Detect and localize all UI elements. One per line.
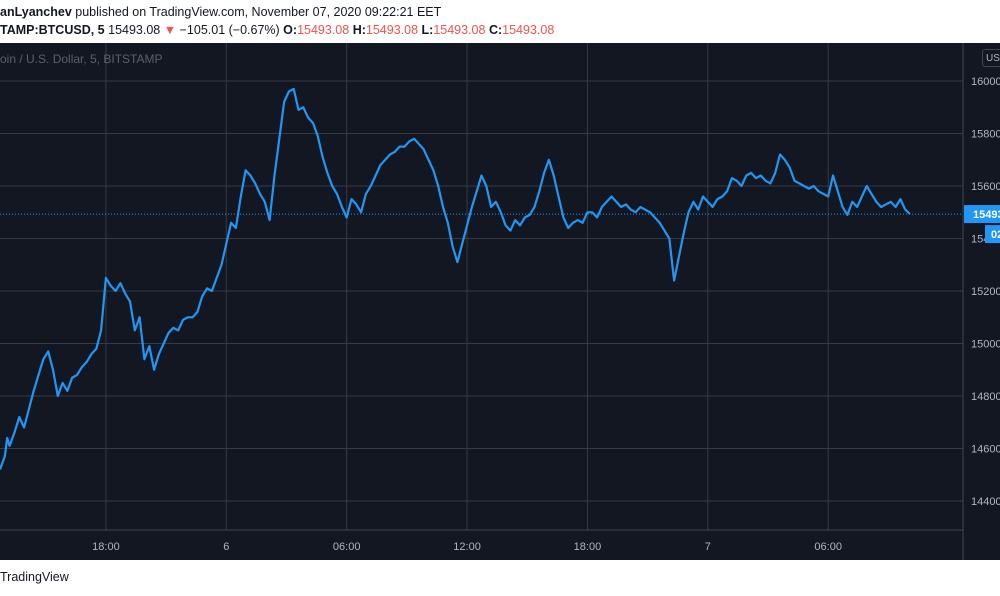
y-tick-label: 14400	[971, 496, 1000, 508]
y-tick-label: 16000	[971, 76, 1000, 88]
currency-button[interactable]: USD	[982, 49, 1000, 67]
down-arrow-icon: ▼	[163, 23, 177, 37]
author-name[interactable]: anLyanchev	[0, 5, 72, 19]
countdown-badge	[985, 225, 1000, 244]
footer-brand: TradingView	[0, 570, 69, 584]
y-tick-label: 15800	[971, 129, 1000, 141]
symbol-name: TAMP:BTCUSD, 5	[0, 23, 105, 37]
price-chart[interactable]: 1440014600148001500015200154001560015800…	[0, 43, 1000, 560]
last-price-badge	[964, 205, 1000, 224]
open-label: O:	[283, 23, 298, 37]
price-series-line	[0, 87, 911, 470]
high-label: H:	[352, 23, 366, 37]
y-tick-label: 15200	[971, 286, 1000, 298]
x-tick-label: 18:00	[92, 541, 120, 553]
x-tick-label: 18:00	[574, 541, 602, 553]
high-value: 15493.08	[365, 23, 419, 37]
close-value: 15493.08	[502, 23, 555, 37]
price-change: −105.01 (−0.67%)	[179, 23, 280, 37]
x-tick-label: 7	[705, 541, 711, 553]
y-tick-label: 14800	[971, 391, 1000, 403]
low-value: 15493.08	[433, 23, 486, 37]
published-text: published on TradingView.com, November 0…	[75, 5, 442, 19]
countdown-badge-text: 02	[991, 229, 1000, 241]
open-value: 15493.08	[297, 23, 350, 37]
close-label: C:	[488, 23, 503, 37]
x-tick-label: 06:00	[333, 541, 361, 553]
symbol-info: TAMP:BTCUSD, 5 15493.08 ▼ −105.01 (−0.67…	[0, 20, 554, 40]
low-label: L:	[421, 23, 434, 37]
publish-info: anLyanchev published on TradingView.com,…	[0, 2, 441, 22]
chart-legend: oin / U.S. Dollar, 5, BITSTAMP	[0, 52, 163, 66]
x-tick-label: 6	[223, 541, 229, 553]
x-tick-label: 06:00	[814, 541, 842, 553]
y-tick-label: 15600	[971, 181, 1000, 193]
y-tick-label: 15000	[971, 339, 1000, 351]
x-tick-label: 12:00	[453, 541, 481, 553]
y-tick-label: 14600	[971, 444, 1000, 456]
last-price-badge-text: 15493	[973, 209, 1000, 221]
last-price: 15493.08	[108, 23, 161, 37]
chart-panel[interactable]: 1440014600148001500015200154001560015800…	[0, 43, 1000, 560]
